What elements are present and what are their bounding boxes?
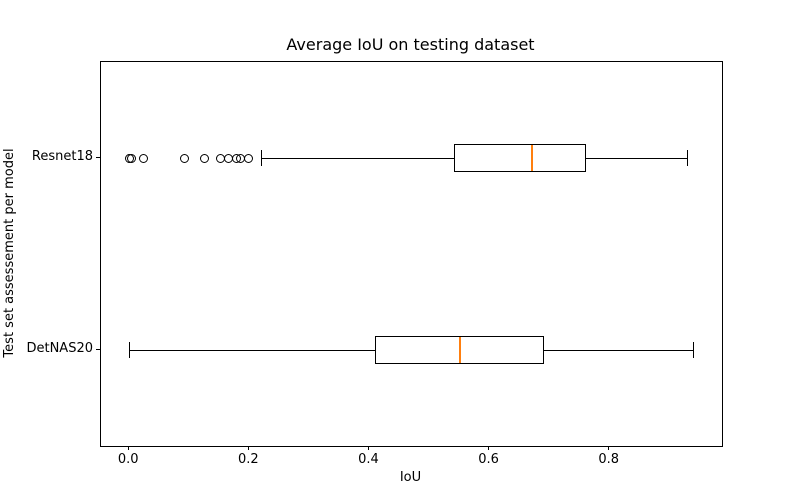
outlier-marker bbox=[138, 153, 148, 163]
x-tick-label: 0.8 bbox=[598, 452, 620, 467]
x-tick-label: 0.0 bbox=[117, 452, 139, 467]
x-tick bbox=[608, 446, 610, 450]
lower-whisker bbox=[129, 349, 376, 351]
lower-whisker bbox=[261, 157, 454, 159]
x-tick bbox=[367, 446, 369, 450]
upper-whisker bbox=[585, 157, 688, 159]
upper-whisker-cap bbox=[687, 150, 689, 166]
upper-whisker-cap bbox=[693, 342, 695, 358]
y-axis-label: Test set assessement per model bbox=[2, 148, 17, 358]
chart-title: Average IoU on testing dataset bbox=[286, 35, 535, 54]
x-tick-label: 0.2 bbox=[237, 452, 259, 467]
y-tick bbox=[96, 348, 100, 350]
x-tick bbox=[127, 446, 129, 450]
y-tick bbox=[96, 156, 100, 158]
outlier-marker bbox=[179, 153, 189, 163]
x-tick-label: 0.6 bbox=[478, 452, 499, 467]
x-tick bbox=[488, 446, 490, 450]
y-tick-label: DetNAS20 bbox=[26, 341, 93, 356]
y-tick-label: Resnet18 bbox=[31, 149, 93, 164]
lower-whisker-cap bbox=[260, 150, 262, 166]
box bbox=[453, 144, 586, 172]
median-line bbox=[458, 337, 461, 363]
upper-whisker bbox=[543, 349, 694, 351]
x-tick-label: 0.4 bbox=[358, 452, 379, 467]
lower-whisker-cap bbox=[128, 342, 130, 358]
outlier-marker bbox=[126, 153, 136, 163]
outlier-marker bbox=[244, 153, 254, 163]
median-line bbox=[530, 145, 533, 171]
outlier-marker bbox=[200, 153, 210, 163]
x-tick bbox=[247, 446, 249, 450]
plot-area bbox=[100, 61, 723, 447]
x-axis-label: IoU bbox=[399, 470, 422, 485]
